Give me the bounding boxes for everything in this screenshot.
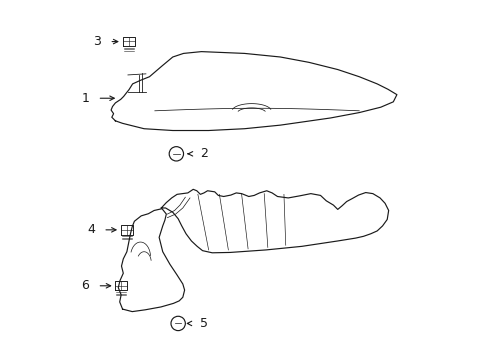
Text: 6: 6 xyxy=(81,279,89,292)
Text: 2: 2 xyxy=(199,147,207,160)
Text: 3: 3 xyxy=(93,35,101,48)
Text: 1: 1 xyxy=(81,92,89,105)
Text: 4: 4 xyxy=(87,223,95,237)
Text: 5: 5 xyxy=(199,317,207,330)
